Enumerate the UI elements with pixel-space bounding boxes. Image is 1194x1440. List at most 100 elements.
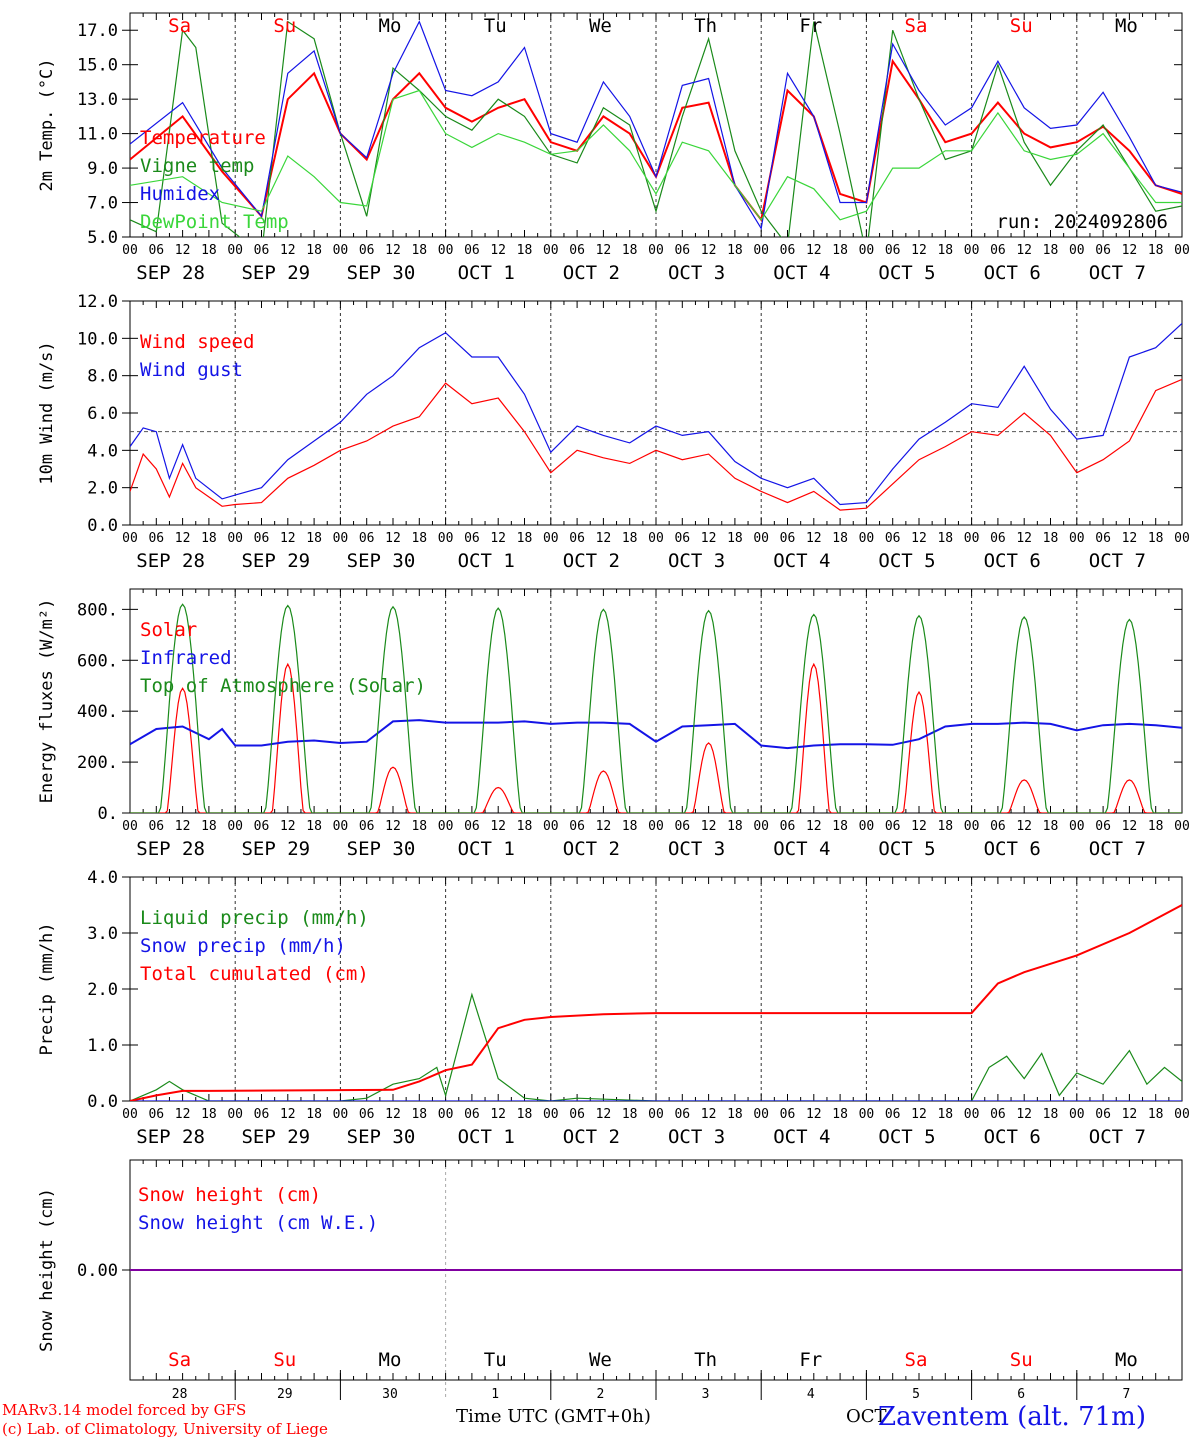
date-label: OCT 7: [1089, 550, 1146, 572]
day-letter-bottom: Mo: [1115, 1349, 1138, 1371]
date-label: SEP 30: [347, 550, 416, 572]
day-number: 2: [596, 1387, 604, 1402]
hour-label: 06: [990, 531, 1006, 546]
hour-label: 06: [359, 531, 375, 546]
hour-label: 00: [543, 531, 559, 546]
hour-label: 12: [280, 819, 296, 834]
series-line-vigne-temp: [130, 20, 1182, 237]
y-tick-label: 0.00: [77, 1261, 118, 1281]
date-label: SEP 28: [136, 550, 205, 572]
hour-label: 18: [1148, 243, 1164, 258]
date-label: OCT 4: [773, 262, 830, 284]
hour-label: 12: [911, 243, 927, 258]
y-axis-title: Precip (mm/h): [37, 922, 57, 1055]
date-label: SEP 29: [241, 262, 310, 284]
hour-label: 12: [701, 819, 717, 834]
date-label: OCT 1: [458, 550, 515, 572]
hour-label: 18: [937, 243, 953, 258]
hour-label: 12: [701, 531, 717, 546]
legend-solar: Solar: [140, 619, 197, 641]
hour-label: 00: [859, 819, 875, 834]
y-tick-label: 0.0: [87, 516, 118, 536]
hour-label: 06: [780, 531, 796, 546]
hour-label: 18: [1148, 819, 1164, 834]
day-number: 3: [702, 1387, 710, 1402]
hour-label: 18: [306, 243, 322, 258]
hour-label: 00: [122, 243, 138, 258]
hour-label: 06: [885, 1107, 901, 1122]
day-letter-top: Mo: [379, 15, 402, 37]
y-tick-label: 9.0: [87, 159, 118, 179]
date-label: OCT 6: [984, 1126, 1041, 1148]
series-line-humidex: [130, 20, 1182, 231]
hour-label: 06: [569, 819, 585, 834]
series-group: [130, 603, 1182, 813]
hour-label: 18: [306, 1107, 322, 1122]
hour-label: 18: [517, 1107, 533, 1122]
day-letter-top: Sa: [905, 15, 928, 37]
hour-label: 06: [780, 243, 796, 258]
day-letter-top: Th: [694, 15, 717, 37]
hour-label: 06: [254, 1107, 270, 1122]
panel-5: 0.00 Snow height (cm) Snow height (cm) Snow…: [37, 1159, 1183, 1400]
series-group: [130, 20, 1182, 237]
hour-label: 18: [411, 243, 427, 258]
hour-label: 06: [674, 531, 690, 546]
hour-label: 12: [175, 1107, 191, 1122]
day-letter-top: Su: [273, 15, 296, 37]
date-label: OCT 6: [984, 550, 1041, 572]
hour-label: 12: [175, 819, 191, 834]
legend-snow-height-cm-w-e: Snow height (cm W.E.): [138, 1212, 378, 1234]
hour-label: 06: [780, 819, 796, 834]
y-tick-label: 11.0: [77, 125, 118, 145]
date-label: SEP 28: [136, 838, 205, 860]
hour-label: 00: [648, 243, 664, 258]
panel-4: 0.0 1.0 2.0 3.0 4.0 Precip (mm/h) 00 06 12 18 SEP …: [37, 868, 1190, 1148]
date-label: SEP 30: [347, 262, 416, 284]
hour-label: 18: [306, 531, 322, 546]
date-label: SEP 30: [347, 1126, 416, 1148]
panel-3: 0. 200. 400. 600. 800. Energy fluxes (W/m²) 00…: [37, 588, 1190, 860]
y-axis-title: Energy fluxes (W/m²): [37, 599, 57, 804]
hour-label: 12: [806, 243, 822, 258]
hour-label: 18: [411, 531, 427, 546]
hour-label: 06: [254, 243, 270, 258]
hour-label: 18: [1043, 243, 1059, 258]
hour-label: 00: [964, 819, 980, 834]
hour-label: 18: [201, 819, 217, 834]
hour-label: 12: [385, 243, 401, 258]
hour-label: 18: [1148, 1107, 1164, 1122]
hour-label: 00: [227, 531, 243, 546]
hour-label: 18: [727, 1107, 743, 1122]
hour-label: 12: [806, 819, 822, 834]
hour-label: 12: [175, 531, 191, 546]
hour-label: 06: [148, 819, 164, 834]
date-label: SEP 30: [347, 838, 416, 860]
hour-label: 00: [753, 819, 769, 834]
hour-label: 18: [1148, 531, 1164, 546]
y-tick-label: 200.: [77, 753, 118, 773]
date-label: OCT 5: [878, 838, 935, 860]
hour-label: 12: [1016, 1107, 1032, 1122]
hour-label: 06: [359, 1107, 375, 1122]
hour-label: 00: [438, 243, 454, 258]
hour-label: 00: [122, 531, 138, 546]
date-label: OCT 3: [668, 262, 725, 284]
station-label: Zaventem (alt. 71m): [878, 1402, 1146, 1432]
hour-label: 06: [990, 243, 1006, 258]
series-group: [130, 322, 1182, 511]
hour-label: 00: [1069, 531, 1085, 546]
hour-label: 00: [1174, 243, 1190, 258]
y-tick-label: 6.0: [87, 404, 118, 424]
hour-label: 06: [569, 531, 585, 546]
hour-label: 06: [1095, 819, 1111, 834]
day-number: 6: [1017, 1387, 1025, 1402]
date-label: OCT 2: [563, 838, 620, 860]
date-label: OCT 1: [458, 1126, 515, 1148]
hour-label: 12: [1122, 243, 1138, 258]
hour-label: 18: [517, 531, 533, 546]
hour-label: 18: [517, 243, 533, 258]
hour-label: 06: [990, 1107, 1006, 1122]
day-letter-top: We: [589, 15, 612, 37]
y-tick-label: 0.0: [87, 1092, 118, 1112]
